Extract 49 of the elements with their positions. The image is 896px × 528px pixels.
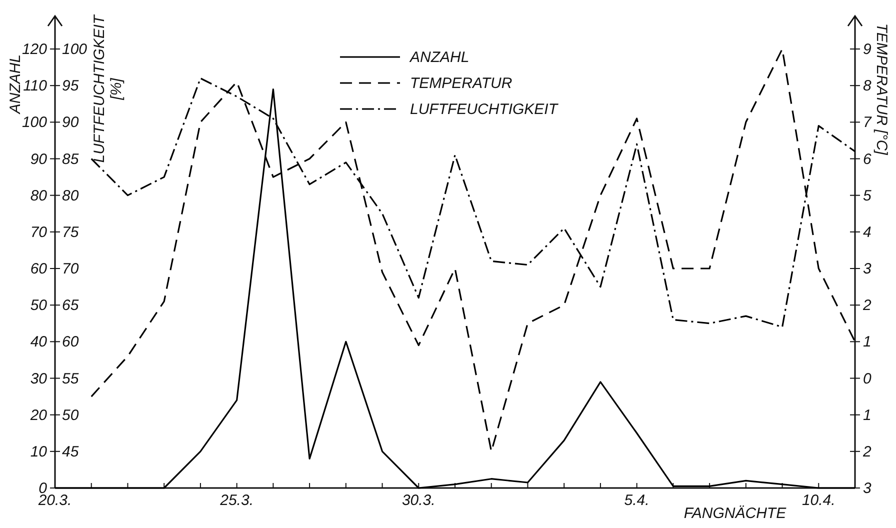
- y2-tick-label: 80: [62, 187, 80, 204]
- y-tick-label: 110: [23, 78, 48, 95]
- y-tick-label: 80: [30, 187, 48, 204]
- x-tick-label: 10.4.: [802, 492, 836, 509]
- y-tick-label: 100: [22, 114, 48, 132]
- y3-tick-label: 5: [863, 187, 872, 204]
- y3-tick-label: 3: [863, 260, 872, 278]
- y-tick-label: 120: [22, 41, 48, 58]
- y3-tick-label: 1: [863, 406, 872, 424]
- y3-tick-label: 9: [863, 41, 872, 58]
- y3-axis-title: TEMPERATUR [°C]: [873, 23, 890, 156]
- y3-tick-label: 0: [863, 370, 872, 388]
- y2-tick-label: 55: [62, 370, 80, 388]
- y3-tick-label: 8: [863, 78, 872, 95]
- y3-tick-label: 1: [863, 334, 872, 351]
- y3-tick-label: 4: [863, 224, 872, 241]
- y3-tick-label: 7: [863, 114, 872, 132]
- y-tick-label: 50: [30, 297, 48, 314]
- y2-tick-label: 85: [62, 150, 80, 168]
- y2-tick-label: 100: [62, 41, 88, 58]
- x-tick-label: 25.3.: [219, 492, 254, 509]
- y3-tick-label: 3: [863, 480, 872, 497]
- y-tick-label: 10: [30, 443, 48, 460]
- legend-label: LUFTFEUCHTIGKEIT: [410, 101, 560, 118]
- y-tick-label: 60: [30, 260, 48, 278]
- y3-tick-label: 2: [862, 297, 872, 314]
- y3-tick-label: 2: [862, 443, 872, 460]
- y-tick-label: 30: [30, 370, 48, 388]
- x-axis-title: FANGNÄCHTE: [684, 505, 788, 522]
- y2-tick-label: 75: [62, 224, 80, 241]
- y-tick-label: 40: [30, 334, 48, 351]
- y2-tick-label: 70: [62, 260, 80, 278]
- y-tick-label: 20: [29, 406, 48, 424]
- y-axis-title: ANZAHL: [7, 54, 24, 115]
- y-tick-label: 90: [30, 150, 48, 168]
- x-tick-label: 30.3.: [402, 492, 436, 509]
- legend-label: TEMPERATUR: [410, 75, 512, 92]
- y2-tick-label: 45: [62, 443, 80, 460]
- y3-tick-label: 6: [863, 150, 872, 168]
- x-tick-label: 5.4.: [624, 492, 650, 509]
- y2-tick-label: 95: [62, 78, 80, 95]
- y2-tick-label: 50: [62, 406, 80, 424]
- y2-tick-label: 90: [62, 114, 80, 132]
- x-tick-label: 20.3.: [37, 492, 72, 509]
- legend-label: ANZAHL: [409, 49, 470, 66]
- y2-tick-label: 65: [62, 297, 80, 314]
- y2-axis-title: LUFTFEUCHTIGKEIT [%]: [91, 13, 125, 163]
- y-tick-label: 70: [30, 224, 48, 241]
- y2-tick-label: 60: [62, 334, 80, 351]
